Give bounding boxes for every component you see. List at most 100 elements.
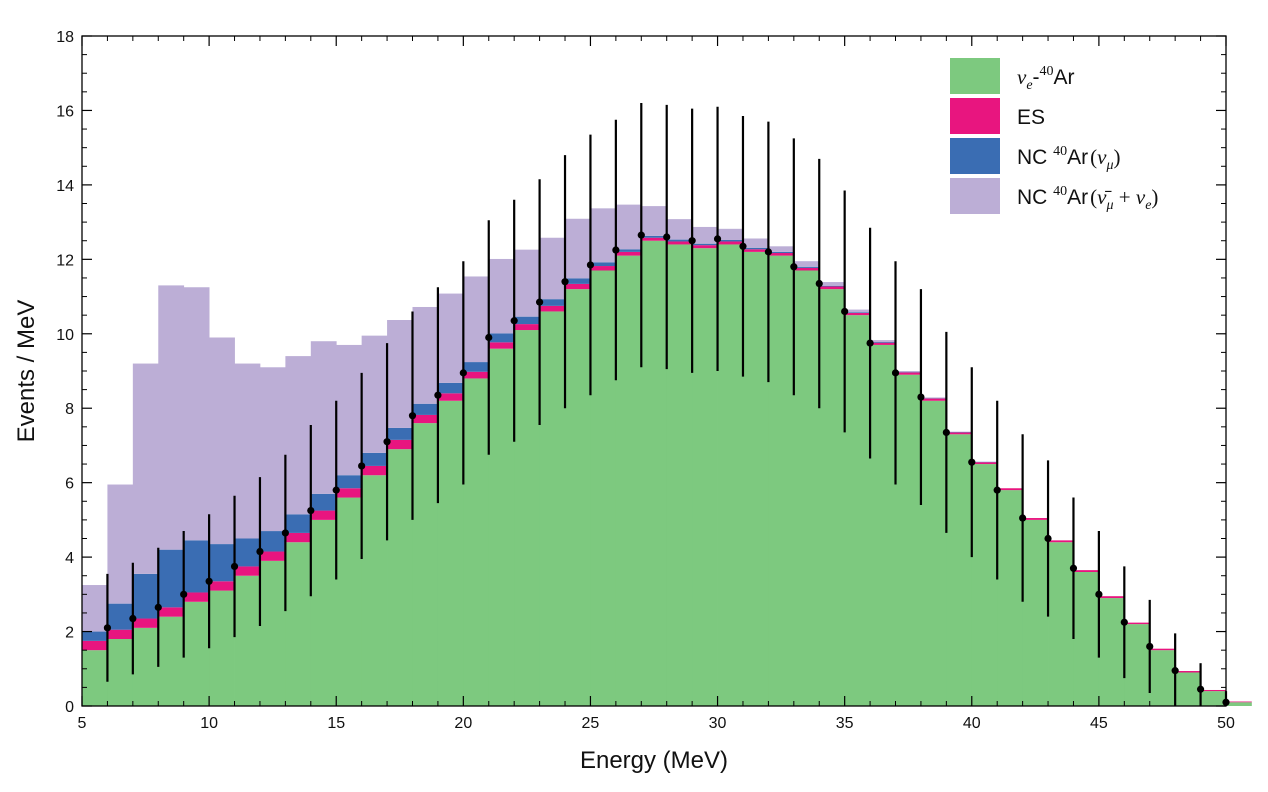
legend-label-nc-nubar: NC 40Ar(ν̄μ + νe) <box>1017 184 1158 213</box>
bar <box>463 378 490 706</box>
bar <box>1073 572 1100 706</box>
bar <box>259 560 286 706</box>
bar <box>793 267 820 271</box>
data-point <box>968 458 976 466</box>
bar <box>514 249 540 317</box>
bar <box>336 344 363 476</box>
bar <box>437 382 464 394</box>
bar <box>717 239 744 242</box>
bar <box>82 631 108 641</box>
bar <box>1175 671 1201 673</box>
data-point <box>1095 590 1103 598</box>
bar <box>437 293 464 383</box>
bar <box>183 601 210 706</box>
bar <box>259 367 286 532</box>
data-point <box>612 246 620 254</box>
bar <box>615 251 642 256</box>
bar <box>1200 691 1227 706</box>
bar <box>870 341 896 343</box>
y-tick-label: 6 <box>65 476 74 493</box>
legend-label-nue: νe-40Ar <box>1017 64 1075 93</box>
data-point <box>561 278 569 286</box>
bar <box>590 270 617 706</box>
bar <box>107 484 134 604</box>
bar <box>565 218 591 279</box>
bar <box>615 204 642 250</box>
bar <box>565 283 591 290</box>
bar <box>514 330 540 706</box>
data-point <box>256 547 264 556</box>
data-point <box>1146 642 1154 651</box>
data-points <box>103 103 1230 706</box>
bar <box>895 374 922 706</box>
bar <box>1124 624 1151 706</box>
data-point <box>688 237 696 245</box>
bar <box>336 475 363 489</box>
data-point <box>1171 667 1179 675</box>
series-2 <box>82 235 998 641</box>
bar <box>183 540 210 593</box>
series-1 <box>82 237 1252 703</box>
bar <box>1226 701 1252 703</box>
data-point <box>332 486 340 494</box>
bar <box>336 488 363 498</box>
data-point <box>536 298 544 306</box>
bar <box>920 398 947 401</box>
x-axis-title: Energy (MeV) <box>580 747 728 774</box>
bar <box>387 320 413 428</box>
bar <box>793 261 820 267</box>
bar <box>946 434 973 706</box>
data-point <box>866 339 874 347</box>
data-point <box>408 412 417 420</box>
legend: νe-40Ar ES NC 40Ar(νμ) NC 40Ar(ν̄μ + νe) <box>950 58 1158 214</box>
y-tick-label: 4 <box>65 550 74 567</box>
data-point <box>739 242 747 250</box>
bar <box>361 465 388 476</box>
bar <box>514 316 540 325</box>
series-3 <box>82 204 973 632</box>
bar <box>615 249 642 252</box>
bar <box>844 312 871 313</box>
data-point <box>358 462 366 470</box>
data-point <box>1196 685 1205 693</box>
bar <box>997 490 1024 706</box>
data-point <box>1069 564 1078 572</box>
bar <box>285 542 312 706</box>
data-point <box>383 438 391 446</box>
bar <box>692 243 718 246</box>
bar <box>158 616 185 706</box>
bar <box>539 237 566 300</box>
bar <box>259 551 286 561</box>
bar <box>971 462 998 465</box>
bar <box>285 356 312 515</box>
bar <box>844 309 871 313</box>
bar <box>209 590 235 706</box>
bar <box>437 393 464 401</box>
legend-label-nc-numu: NC 40Ar(νμ) <box>1017 144 1121 173</box>
legend-swatch-nc-nubar <box>950 178 1000 214</box>
bar <box>1022 518 1049 520</box>
bar <box>107 629 134 639</box>
bar <box>870 340 896 342</box>
data-point <box>205 577 213 585</box>
bar <box>565 278 591 284</box>
bar <box>1200 689 1227 692</box>
bar <box>1098 598 1125 706</box>
y-tick-label: 18 <box>56 29 74 46</box>
bar <box>539 305 566 312</box>
x-tick-label: 45 <box>1090 715 1108 732</box>
bar <box>844 312 871 316</box>
bar <box>895 372 922 375</box>
data-point <box>586 261 595 269</box>
bar <box>310 519 337 706</box>
bar <box>692 245 718 249</box>
y-tick-label: 14 <box>56 178 74 195</box>
bar <box>361 475 388 706</box>
data-point <box>637 231 645 239</box>
bar <box>463 362 490 372</box>
bar <box>641 240 668 706</box>
bar <box>82 585 108 632</box>
bar <box>590 208 617 263</box>
bar <box>717 241 744 245</box>
bar <box>387 449 413 706</box>
